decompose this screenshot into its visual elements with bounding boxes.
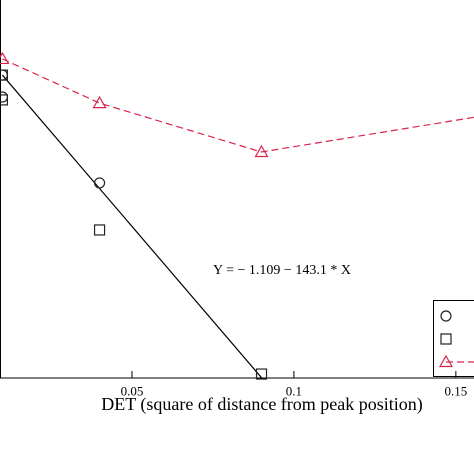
marker [92, 95, 107, 109]
legend-marker [438, 354, 454, 368]
annotation: Y = − 1.109 − 143.1 * X [213, 263, 351, 278]
fit-line [1, 74, 262, 379]
marker [93, 224, 106, 236]
x-tick-label: 0.1 [286, 384, 302, 399]
marker [0, 69, 8, 81]
marker [0, 51, 10, 65]
marker [0, 91, 8, 103]
x-tick-label: 0.15 [444, 384, 467, 399]
marker [254, 144, 269, 158]
marker [0, 69, 8, 81]
x-tick-label: 0.05 [121, 384, 144, 399]
x-axis-label: DET (square of distance from peak positi… [101, 394, 423, 415]
legend-marker [440, 310, 452, 322]
legend-marker [440, 333, 452, 345]
legend [433, 300, 474, 377]
marker [93, 177, 106, 189]
series-line [2, 58, 474, 153]
marker [255, 368, 268, 380]
marker [0, 94, 8, 106]
